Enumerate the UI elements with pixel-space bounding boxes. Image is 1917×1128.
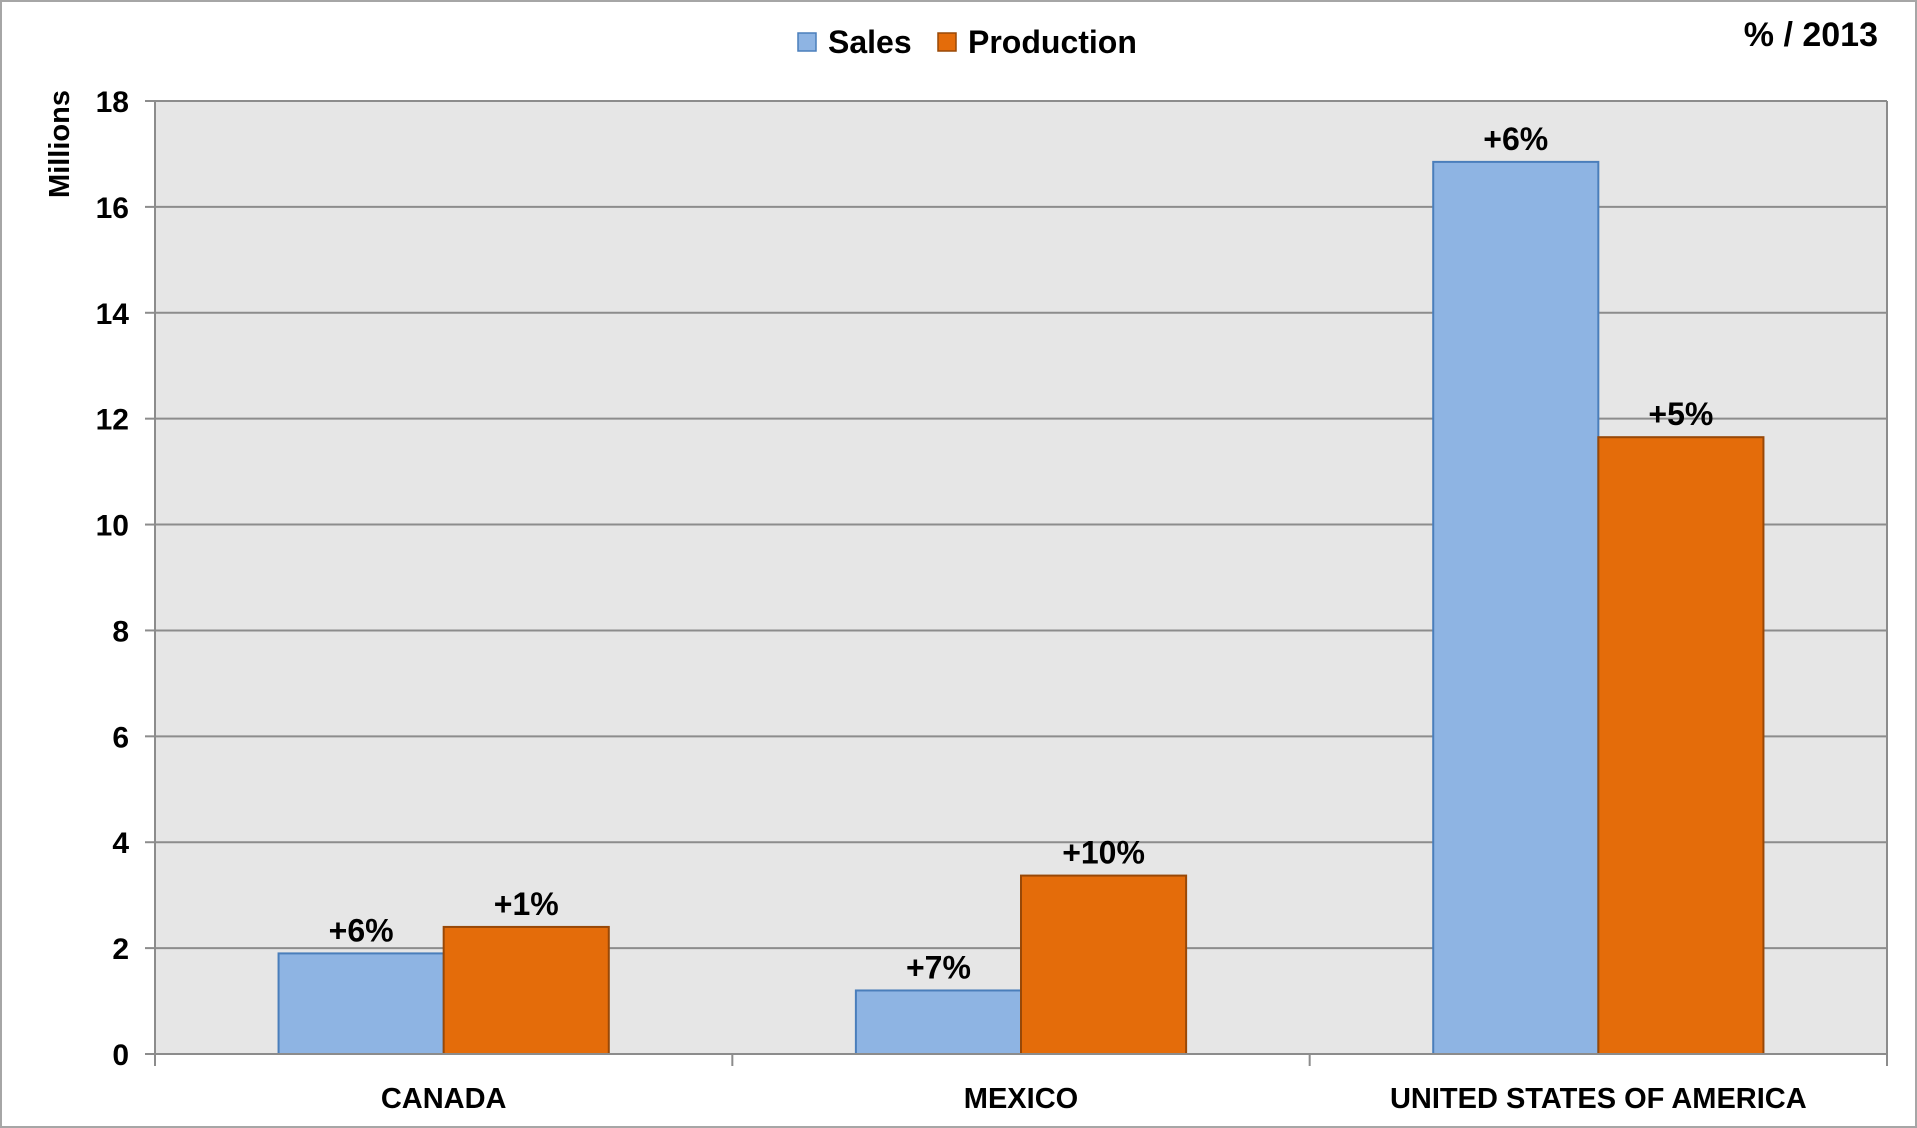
data-label: +6%	[1483, 121, 1548, 157]
y-tick-label: 18	[96, 86, 129, 119]
bar-sales-mexico	[854, 989, 1023, 1056]
axes	[145, 100, 1888, 1066]
y-tick-label: 6	[112, 721, 129, 754]
y-tick-label: 0	[112, 1039, 129, 1072]
bar-production-united-states-of-america	[1597, 436, 1765, 1056]
data-label: +1%	[494, 886, 559, 922]
y-axis-title: Millions	[44, 90, 76, 198]
legend-swatch-sales	[797, 32, 817, 52]
data-label: +6%	[329, 912, 394, 948]
legend-label: Production	[968, 24, 1137, 60]
category-label: UNITED STATES OF AMERICA	[1390, 1083, 1807, 1115]
bars	[277, 160, 1765, 1056]
y-tick-label: 10	[96, 510, 129, 543]
y-tick-label: 14	[96, 298, 130, 331]
y-tick-label: 12	[96, 404, 129, 437]
legend: Sales Production	[797, 24, 1137, 60]
category-label: CANADA	[381, 1083, 507, 1115]
bar-sales-united-states-of-america	[1432, 160, 1600, 1055]
data-label: +10%	[1062, 835, 1145, 871]
labels: 0 2 4 6 8 10 12 14 16 18 +6% +1% CANADA +7% +10% MEXICO…	[96, 86, 1807, 1115]
category-label: MEXICO	[964, 1083, 1078, 1115]
corner-note: % / 2013	[1744, 16, 1878, 54]
y-tick-label: 8	[112, 615, 129, 648]
bar-production-canada	[442, 925, 610, 1056]
y-tick-label: 2	[112, 933, 129, 966]
y-tick-label: 4	[112, 827, 129, 860]
data-label: +5%	[1648, 396, 1713, 432]
bar-production-mexico	[1020, 874, 1188, 1055]
legend-label: Sales	[828, 24, 912, 60]
y-tick-label: 16	[96, 192, 129, 225]
legend-swatch-production	[937, 32, 957, 52]
data-label: +7%	[906, 949, 971, 985]
bar-sales-canada	[277, 952, 445, 1056]
